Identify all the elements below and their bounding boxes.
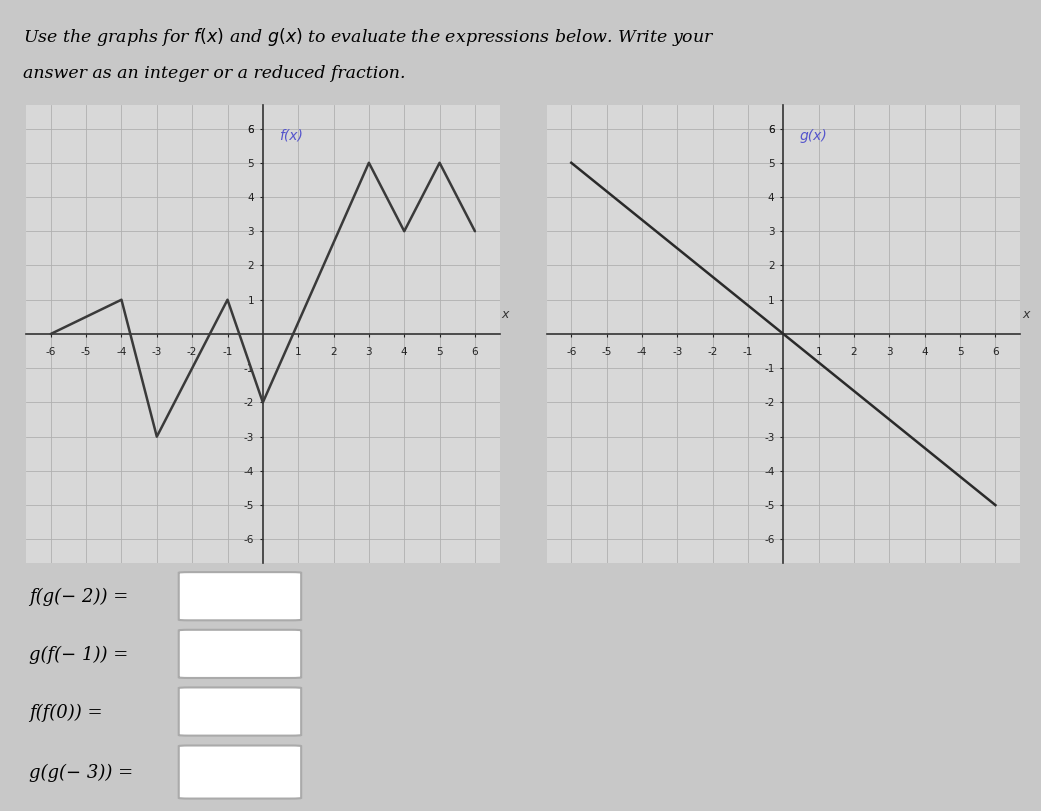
Text: -6: -6	[566, 346, 577, 357]
Text: -6: -6	[764, 534, 775, 545]
Text: -4: -4	[637, 346, 648, 357]
FancyBboxPatch shape	[179, 688, 301, 736]
Text: 5: 5	[768, 159, 775, 169]
Text: -3: -3	[672, 346, 683, 357]
Text: 1: 1	[295, 346, 302, 357]
Text: -5: -5	[602, 346, 612, 357]
Text: 6: 6	[248, 124, 254, 135]
Text: 3: 3	[365, 346, 373, 357]
Text: f(x): f(x)	[279, 129, 303, 143]
Text: 6: 6	[768, 124, 775, 135]
Text: Use the graphs for $f(x)$ and $g(x)$ to evaluate the expressions below. Write yo: Use the graphs for $f(x)$ and $g(x)$ to …	[23, 26, 714, 49]
Text: 1: 1	[768, 295, 775, 305]
Text: 4: 4	[768, 193, 775, 203]
Text: 1: 1	[815, 346, 822, 357]
Text: -6: -6	[244, 534, 254, 545]
Text: -5: -5	[764, 500, 775, 510]
Text: 2: 2	[850, 346, 858, 357]
Text: 2: 2	[330, 346, 337, 357]
Text: 2: 2	[768, 261, 775, 271]
FancyBboxPatch shape	[179, 630, 301, 678]
Text: -1: -1	[764, 364, 775, 374]
Text: 6: 6	[472, 346, 478, 357]
Text: -1: -1	[743, 346, 754, 357]
Text: -4: -4	[117, 346, 127, 357]
Text: f(f(0)) =: f(f(0)) =	[29, 702, 102, 721]
Text: 6: 6	[992, 346, 998, 357]
Text: 4: 4	[401, 346, 408, 357]
Text: -2: -2	[764, 398, 775, 408]
Text: 6: 6	[768, 124, 775, 135]
Text: -5: -5	[81, 346, 92, 357]
FancyBboxPatch shape	[179, 573, 301, 620]
Text: -2: -2	[708, 346, 718, 357]
Text: -3: -3	[152, 346, 162, 357]
Text: -3: -3	[764, 432, 775, 442]
Text: -5: -5	[244, 500, 254, 510]
Text: -2: -2	[244, 398, 254, 408]
Text: -4: -4	[764, 466, 775, 476]
Text: f(g(− 2)) =: f(g(− 2)) =	[29, 587, 128, 606]
Text: g(x): g(x)	[799, 129, 827, 143]
Text: -4: -4	[244, 466, 254, 476]
Text: 5: 5	[957, 346, 963, 357]
Text: -2: -2	[187, 346, 198, 357]
Text: answer as an integer or a reduced fraction.: answer as an integer or a reduced fracti…	[23, 65, 405, 81]
Text: 6: 6	[248, 124, 254, 135]
Text: 3: 3	[768, 227, 775, 237]
Text: 2: 2	[248, 261, 254, 271]
Text: 5: 5	[436, 346, 442, 357]
Text: 1: 1	[248, 295, 254, 305]
Text: -6: -6	[46, 346, 56, 357]
Text: -1: -1	[244, 364, 254, 374]
Text: g(f(− 1)) =: g(f(− 1)) =	[29, 645, 128, 663]
Text: 4: 4	[921, 346, 929, 357]
Text: 5: 5	[248, 159, 254, 169]
Text: 4: 4	[248, 193, 254, 203]
Text: 3: 3	[248, 227, 254, 237]
Text: $x$: $x$	[502, 308, 511, 321]
Text: -1: -1	[223, 346, 233, 357]
Text: $x$: $x$	[1022, 308, 1032, 321]
Text: g(g(− 3)) =: g(g(− 3)) =	[29, 763, 133, 781]
FancyBboxPatch shape	[179, 745, 301, 799]
Text: 3: 3	[886, 346, 893, 357]
Text: -3: -3	[244, 432, 254, 442]
